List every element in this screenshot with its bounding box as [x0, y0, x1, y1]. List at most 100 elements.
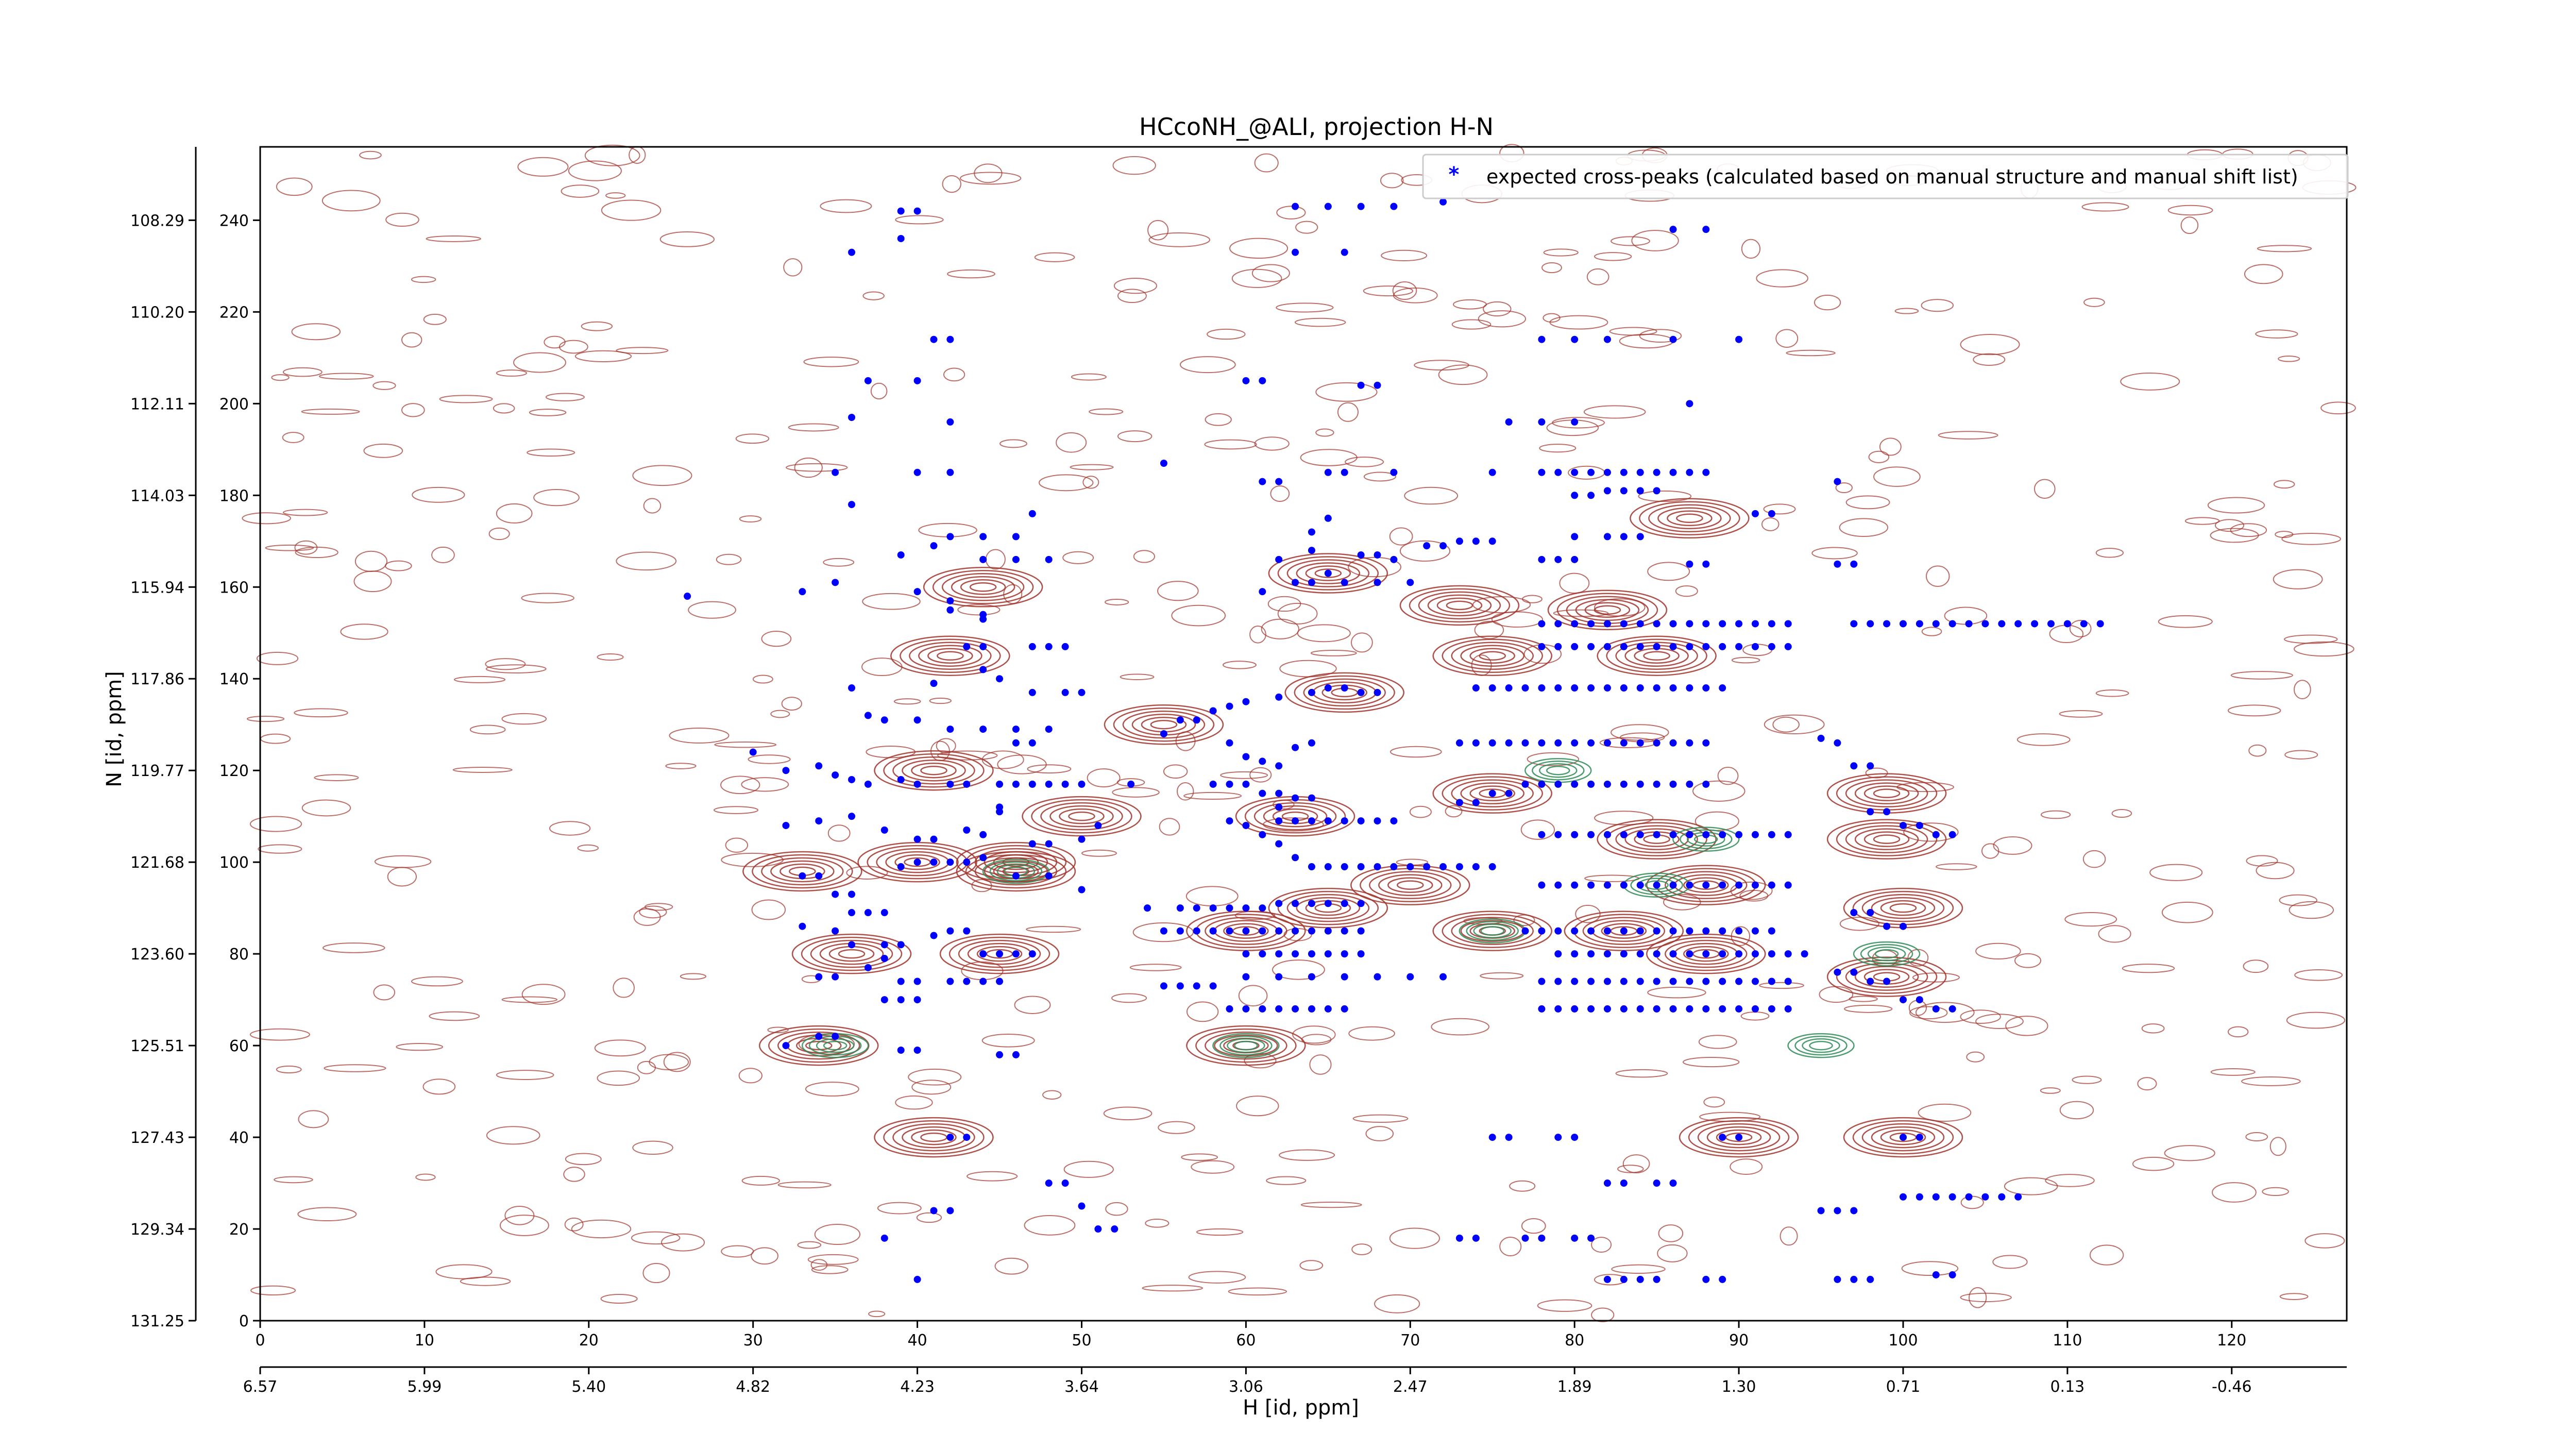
cross-peak-marker: [1242, 973, 1250, 981]
contour-peak: [1665, 939, 1748, 968]
cross-peak-marker: [1948, 831, 1956, 838]
cross-peak-marker: [1571, 468, 1579, 476]
contour-peak: [1597, 635, 1717, 676]
cross-peak-marker: [1226, 904, 1233, 912]
cross-peak-marker: [2014, 620, 2022, 628]
cross-peak-marker: [1571, 418, 1579, 426]
contour-peak: [1880, 1129, 1926, 1145]
x-tick-label: 20: [579, 1332, 599, 1350]
cross-peak-marker: [864, 712, 872, 719]
contour-ring: [739, 515, 762, 523]
cross-peak-marker: [1653, 620, 1660, 628]
contour-ring: [1389, 527, 1413, 546]
contour-peak: [1427, 594, 1492, 617]
cross-peak-marker: [1702, 620, 1710, 628]
contour-peak: [1432, 773, 1552, 814]
contour-ring: [2064, 912, 2117, 927]
cross-peak-marker: [1620, 468, 1628, 476]
cross-peak-marker: [1636, 1005, 1644, 1013]
cross-peak-marker: [1012, 739, 1020, 747]
contour-ring: [688, 601, 736, 619]
contour-ring: [2132, 1156, 2175, 1171]
cross-peak-marker: [913, 1046, 921, 1054]
contour-ring: [2320, 401, 2356, 415]
contour-ring: [2273, 480, 2295, 489]
contour-peak: [1594, 605, 1621, 615]
contour-ring: [1133, 550, 1156, 563]
cross-peak-marker: [1292, 927, 1299, 935]
contour-ring: [1409, 805, 1432, 818]
cross-peak-marker: [1620, 978, 1628, 985]
contour-peak: [1667, 510, 1713, 527]
contour-peak: [1836, 822, 1938, 856]
contour-peak: [1442, 776, 1543, 811]
contour-peak: [1845, 825, 1928, 853]
contour-ring: [359, 150, 382, 160]
contour-ring: [908, 1068, 962, 1086]
contour-ring: [981, 1033, 1035, 1048]
cross-peak-marker: [1488, 739, 1496, 747]
cross-peak-marker: [1571, 739, 1579, 747]
cross-peak-marker: [1702, 1275, 1710, 1283]
cross-peak-marker: [1735, 831, 1743, 838]
cross-peak-marker: [848, 684, 856, 692]
contour-peak: [1068, 811, 1095, 821]
contour-ring: [1541, 262, 1562, 274]
cross-peak-marker: [864, 964, 872, 971]
cross-peak-marker: [1390, 468, 1398, 476]
cross-peak-marker: [1751, 831, 1759, 838]
cross-peak-marker: [1768, 1005, 1775, 1013]
contour-ring: [1731, 656, 1760, 664]
cross-peak-marker: [1784, 643, 1792, 650]
cross-peak-marker: [1439, 973, 1447, 981]
cross-peak-marker: [1735, 1005, 1743, 1013]
cross-peak-marker: [1357, 863, 1365, 871]
contour-ring: [752, 675, 773, 684]
cross-peak-marker: [1850, 560, 1858, 568]
contour-ring: [1117, 289, 1147, 304]
contour-ring: [720, 776, 760, 795]
contour-ring: [314, 774, 359, 781]
contour-ring: [1014, 996, 1051, 1014]
cross-peak-marker: [1094, 1225, 1102, 1233]
cross-peak-marker: [1571, 950, 1579, 958]
contour-ring: [324, 1064, 386, 1072]
cross-peak-marker: [1620, 881, 1628, 889]
cross-peak-marker: [1341, 950, 1348, 958]
contour-ring: [2122, 964, 2175, 973]
contour-negative: [1809, 1040, 1833, 1051]
contour-ring: [1966, 1051, 1985, 1063]
cross-peak-marker: [946, 418, 954, 426]
contour-ring: [1171, 604, 1226, 627]
contour-ring: [549, 821, 591, 836]
contour-ring: [1249, 625, 1266, 644]
contour-ring: [496, 503, 533, 524]
cross-peak-marker: [880, 716, 888, 724]
contour-ring: [1594, 811, 1654, 825]
cross-peak-marker: [1078, 835, 1086, 843]
contour-ring: [751, 1247, 778, 1265]
cross-peak-marker: [1669, 226, 1677, 233]
contour-peak: [791, 933, 912, 974]
cross-peak-marker: [1275, 950, 1283, 958]
contour-ring: [929, 697, 952, 704]
cross-peak-marker: [1867, 762, 1874, 770]
contour-ring: [738, 1068, 762, 1084]
contour-ring: [2227, 1026, 2249, 1038]
cross-peak-marker: [1308, 900, 1315, 907]
cross-peak-marker: [1932, 620, 1940, 628]
cross-peak-marker: [1160, 459, 1167, 467]
ppm-y-tick-label: 114.03: [130, 487, 184, 505]
cross-peak-marker: [1045, 1180, 1053, 1187]
contour-ring: [659, 231, 715, 247]
contour-ring: [1222, 661, 1257, 669]
contour-ring: [807, 1254, 859, 1265]
cross-peak-marker: [1768, 510, 1775, 517]
contour-ring: [1380, 173, 1404, 189]
contour-ring: [2284, 634, 2338, 644]
contour-ring: [250, 1285, 296, 1296]
cross-peak-marker: [1357, 688, 1365, 696]
contour-peak: [1843, 1117, 1963, 1158]
cross-peak-marker: [1226, 817, 1233, 825]
cross-peak-marker: [1341, 1005, 1348, 1013]
